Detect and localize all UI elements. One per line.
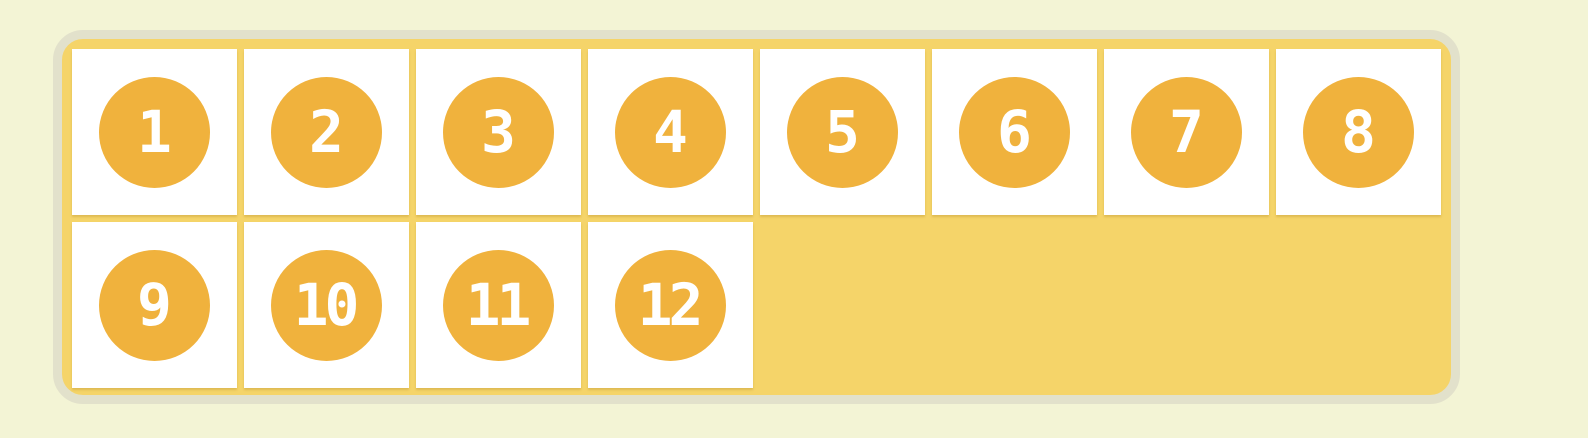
number-badge: 5 (787, 76, 898, 188)
tile-8[interactable]: 8 (1276, 49, 1441, 215)
badge-number: 2 (309, 98, 344, 166)
tile-9[interactable]: 9 (72, 222, 237, 388)
badge-number: 4 (653, 98, 688, 166)
badge-number: 11 (465, 271, 532, 339)
badge-number: 9 (137, 271, 172, 339)
badge-number: 8 (1341, 98, 1376, 166)
badge-number: 7 (1169, 98, 1204, 166)
badge-number: 3 (481, 98, 516, 166)
number-badge: 11 (443, 249, 554, 361)
badge-number: 1 (137, 98, 172, 166)
tile-3[interactable]: 3 (416, 49, 581, 215)
tile-12[interactable]: 12 (588, 222, 753, 388)
badge-number: 6 (997, 98, 1032, 166)
tile-10[interactable]: 10 (244, 222, 409, 388)
tile-1[interactable]: 1 (72, 49, 237, 215)
number-badge: 9 (99, 249, 210, 361)
number-badge: 6 (959, 76, 1070, 188)
badge-number: 5 (825, 98, 860, 166)
badge-number: 12 (637, 271, 704, 339)
number-badge: 2 (271, 76, 382, 188)
number-badge: 12 (615, 249, 726, 361)
tile-grid-container: 1 2 3 4 5 6 7 8 9 10 11 12 (53, 30, 1460, 404)
number-badge: 8 (1303, 76, 1414, 188)
number-badge: 1 (99, 76, 210, 188)
tile-grid: 1 2 3 4 5 6 7 8 9 10 11 12 (72, 49, 1441, 388)
number-badge: 10 (271, 249, 382, 361)
tile-11[interactable]: 11 (416, 222, 581, 388)
number-badge: 4 (615, 76, 726, 188)
tile-4[interactable]: 4 (588, 49, 753, 215)
tile-2[interactable]: 2 (244, 49, 409, 215)
number-badge: 3 (443, 76, 554, 188)
badge-number: 10 (293, 271, 360, 339)
tile-6[interactable]: 6 (932, 49, 1097, 215)
number-badge: 7 (1131, 76, 1242, 188)
tile-5[interactable]: 5 (760, 49, 925, 215)
tile-7[interactable]: 7 (1104, 49, 1269, 215)
